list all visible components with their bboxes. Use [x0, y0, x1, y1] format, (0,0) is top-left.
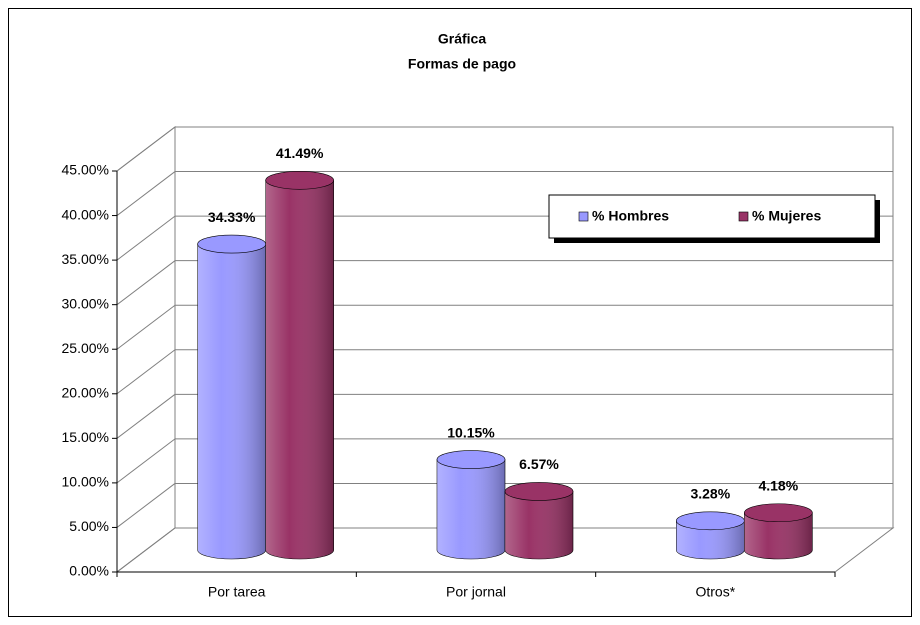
grid-line	[116, 349, 176, 395]
bar-shade	[676, 520, 745, 559]
value-label: 6.57%	[519, 456, 559, 472]
grid-line	[116, 304, 176, 350]
grid-line	[116, 527, 176, 573]
bar-shade	[265, 180, 334, 559]
bar-shade	[744, 512, 813, 559]
bar-shade	[197, 244, 266, 559]
y-tick-label: 5.00%	[69, 518, 109, 534]
legend-label: % Mujeres	[752, 208, 821, 224]
grid-line	[116, 438, 176, 484]
legend-label: % Hombres	[592, 208, 669, 224]
x-tick-label: Por tarea	[208, 584, 266, 600]
y-tick-label: 45.00%	[62, 162, 109, 178]
grid-line	[116, 171, 176, 216]
grid-line	[116, 126, 176, 172]
bar	[265, 170, 334, 560]
y-tick-label: 15.00%	[62, 429, 109, 445]
y-tick-label: 40.00%	[62, 206, 109, 222]
y-tick-label: 35.00%	[62, 251, 109, 267]
x-tick-label: Otros*	[695, 584, 735, 600]
bar-top	[265, 170, 334, 190]
value-label: 4.18%	[758, 477, 798, 493]
bar-top	[676, 511, 745, 531]
legend	[548, 194, 876, 239]
bar-top	[436, 450, 506, 469]
value-label: 41.49%	[276, 145, 324, 161]
value-label: 3.28%	[690, 485, 730, 501]
grid-line	[116, 215, 176, 261]
legend-swatch	[738, 211, 749, 222]
chart-title: Gráfica	[438, 31, 486, 47]
bar-top	[744, 503, 813, 523]
bar-top	[504, 482, 574, 501]
y-tick-label: 20.00%	[62, 384, 109, 400]
grid-line	[116, 483, 176, 528]
x-tick-label: Por jornal	[446, 584, 506, 600]
bar-shade	[505, 491, 573, 559]
y-tick-label: 10.00%	[62, 474, 109, 490]
bar-top	[197, 234, 266, 254]
bar	[676, 511, 745, 560]
bar	[197, 234, 266, 560]
bar	[504, 482, 574, 560]
y-tick-label: 25.00%	[62, 340, 109, 356]
bar	[744, 503, 813, 560]
bar	[436, 450, 506, 560]
grid-line	[116, 393, 176, 439]
value-label: 34.33%	[208, 209, 256, 225]
bar-shade	[437, 459, 505, 559]
chart-subtitle: Formas de pago	[408, 56, 516, 72]
y-tick-label: 30.00%	[62, 295, 109, 311]
y-tick-label: 0.00%	[69, 563, 109, 579]
value-label: 10.15%	[447, 424, 495, 440]
grid-line	[116, 260, 176, 306]
legend-swatch	[578, 211, 589, 222]
